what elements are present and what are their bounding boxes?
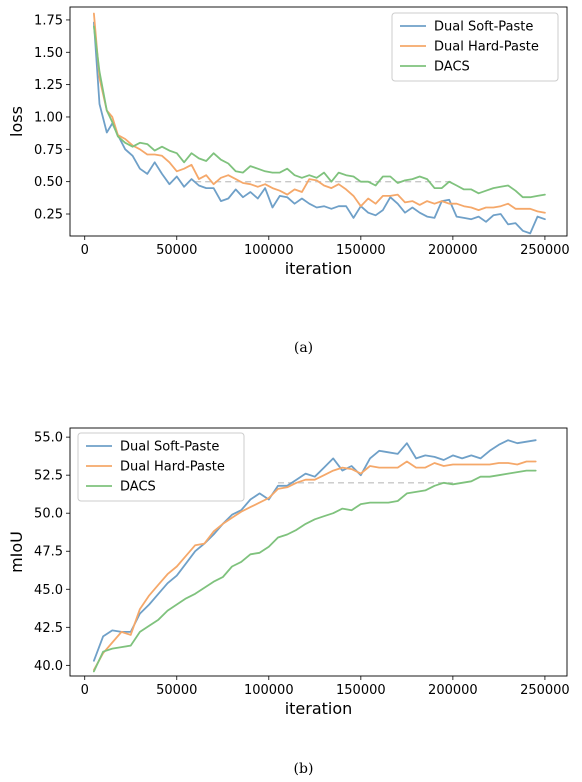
y-tick-label: 0.25 — [34, 208, 63, 223]
legend-label: DACS — [120, 480, 156, 495]
x-tick-label: 250000 — [520, 243, 570, 258]
x-axis-label: iteration — [285, 259, 353, 278]
x-tick-label: 150000 — [336, 243, 386, 258]
series-line-dacs — [93, 469, 537, 673]
legend: Dual Soft-Paste Dual Hard-Paste DACS — [77, 432, 245, 502]
x-tick-label: 150000 — [336, 683, 386, 698]
x-tick-label: 200000 — [428, 243, 478, 258]
y-tick-label: 42.5 — [34, 621, 63, 636]
y-tick-label: 1.50 — [34, 46, 63, 61]
y-axis-label: mIoU — [7, 531, 26, 573]
chart-loss: 0 50000 100000 150000 200000 250000 0.25 0.50 0.… — [7, 6, 570, 356]
y-tick-label: 0.50 — [34, 175, 63, 190]
legend-label: Dual Hard-Paste — [120, 460, 225, 475]
x-tick-label: 250000 — [520, 683, 570, 698]
x-tick-label: 0 — [81, 243, 89, 258]
x-tick-label: 50000 — [156, 243, 197, 258]
series-line-dual-soft-paste — [93, 21, 546, 235]
series-line-dual-hard-paste — [93, 460, 537, 671]
y-axis-label: loss — [7, 106, 26, 137]
series-line-dual-soft-paste — [93, 439, 537, 662]
y-tick-label: 1.75 — [34, 13, 63, 28]
x-tick-label: 0 — [81, 683, 89, 698]
x-axis-label: iteration — [285, 699, 353, 718]
plot-frame — [69, 427, 568, 677]
plot-frame — [69, 6, 568, 237]
y-tick-label: 45.0 — [34, 583, 63, 598]
legend: Dual Soft-Paste Dual Hard-Paste DACS — [391, 12, 559, 82]
y-tick-label: 55.0 — [34, 431, 63, 446]
y-tick-label: 50.0 — [34, 507, 63, 522]
legend-box — [77, 432, 245, 502]
y-tick-label: 1.00 — [34, 110, 63, 125]
chart-miou: 0 50000 100000 150000 200000 250000 40.0 42.5 45… — [7, 427, 570, 777]
figure-caption: (a) — [294, 340, 313, 356]
legend-label: Dual Soft-Paste — [434, 20, 533, 35]
x-tick-label: 100000 — [244, 243, 294, 258]
y-tick-label: 47.5 — [34, 545, 63, 560]
legend-label: Dual Soft-Paste — [120, 440, 219, 455]
y-tick-label: 0.75 — [34, 143, 63, 158]
y-tick-label: 52.5 — [34, 469, 63, 484]
figure-caption: (b) — [294, 761, 314, 777]
legend-box — [391, 12, 559, 82]
y-tick-label: 40.0 — [34, 659, 63, 674]
series-line-dacs — [93, 25, 546, 199]
legend-label: DACS — [434, 60, 470, 75]
series-line-dual-hard-paste — [93, 12, 546, 214]
x-tick-label: 50000 — [156, 683, 197, 698]
x-tick-label: 100000 — [244, 683, 294, 698]
y-tick-label: 1.25 — [34, 78, 63, 93]
x-tick-label: 200000 — [428, 683, 478, 698]
legend-label: Dual Hard-Paste — [434, 40, 539, 55]
